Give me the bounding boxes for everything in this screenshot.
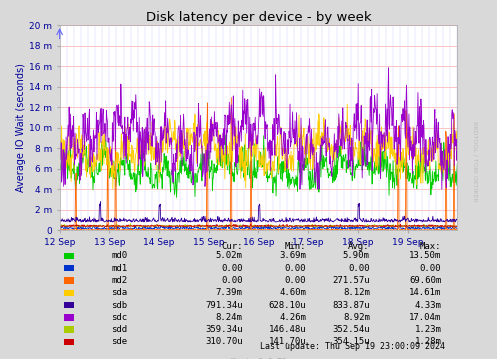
Text: Cur:: Cur: xyxy=(221,242,243,251)
Bar xyxy=(64,289,74,296)
Text: 352.54u: 352.54u xyxy=(332,325,370,334)
Text: 0.00: 0.00 xyxy=(221,264,243,272)
Text: 4.26m: 4.26m xyxy=(279,313,306,322)
Text: 0.00: 0.00 xyxy=(348,264,370,272)
Text: 791.34u: 791.34u xyxy=(205,300,243,309)
Text: Min:: Min: xyxy=(285,242,306,251)
Text: 0.00: 0.00 xyxy=(221,276,243,285)
Text: 17.04m: 17.04m xyxy=(409,313,441,322)
Text: 628.10u: 628.10u xyxy=(268,300,306,309)
Text: md2: md2 xyxy=(111,276,127,285)
Text: 1.23m: 1.23m xyxy=(414,325,441,334)
Bar xyxy=(64,326,74,333)
Text: 14.61m: 14.61m xyxy=(409,288,441,297)
Text: 3.69m: 3.69m xyxy=(279,251,306,260)
Text: Last update: Thu Sep 19 23:00:09 2024: Last update: Thu Sep 19 23:00:09 2024 xyxy=(260,342,445,351)
Text: 8.12m: 8.12m xyxy=(343,288,370,297)
Text: 8.24m: 8.24m xyxy=(216,313,243,322)
Text: sde: sde xyxy=(111,337,127,346)
Text: 354.15u: 354.15u xyxy=(332,337,370,346)
Bar xyxy=(64,265,74,271)
Text: 359.34u: 359.34u xyxy=(205,325,243,334)
Text: 5.90m: 5.90m xyxy=(343,251,370,260)
Text: Munin 2.0.73: Munin 2.0.73 xyxy=(231,358,286,359)
Title: Disk latency per device - by week: Disk latency per device - by week xyxy=(146,11,371,24)
Text: md0: md0 xyxy=(111,251,127,260)
Bar xyxy=(64,339,74,345)
Text: 7.39m: 7.39m xyxy=(216,288,243,297)
Text: 4.60m: 4.60m xyxy=(279,288,306,297)
Text: 8.92m: 8.92m xyxy=(343,313,370,322)
Bar xyxy=(64,253,74,259)
Bar xyxy=(64,302,74,308)
Bar xyxy=(64,314,74,321)
Text: 0.00: 0.00 xyxy=(285,276,306,285)
Text: sdc: sdc xyxy=(111,313,127,322)
Text: 5.02m: 5.02m xyxy=(216,251,243,260)
Text: Max:: Max: xyxy=(420,242,441,251)
Bar xyxy=(64,277,74,284)
Text: RRDTOOL / TOBI OETIKER: RRDTOOL / TOBI OETIKER xyxy=(472,121,477,202)
Text: 4.33m: 4.33m xyxy=(414,300,441,309)
Text: Avg:: Avg: xyxy=(348,242,370,251)
Text: sdd: sdd xyxy=(111,325,127,334)
Text: 0.00: 0.00 xyxy=(420,264,441,272)
Text: 69.60m: 69.60m xyxy=(409,276,441,285)
Text: 271.57u: 271.57u xyxy=(332,276,370,285)
Text: 833.87u: 833.87u xyxy=(332,300,370,309)
Text: md1: md1 xyxy=(111,264,127,272)
Y-axis label: Average IO Wait (seconds): Average IO Wait (seconds) xyxy=(16,63,26,192)
Text: 141.70u: 141.70u xyxy=(268,337,306,346)
Text: 1.28m: 1.28m xyxy=(414,337,441,346)
Text: 0.00: 0.00 xyxy=(285,264,306,272)
Text: sdb: sdb xyxy=(111,300,127,309)
Text: 13.50m: 13.50m xyxy=(409,251,441,260)
Text: sda: sda xyxy=(111,288,127,297)
Text: 310.70u: 310.70u xyxy=(205,337,243,346)
Text: 146.48u: 146.48u xyxy=(268,325,306,334)
